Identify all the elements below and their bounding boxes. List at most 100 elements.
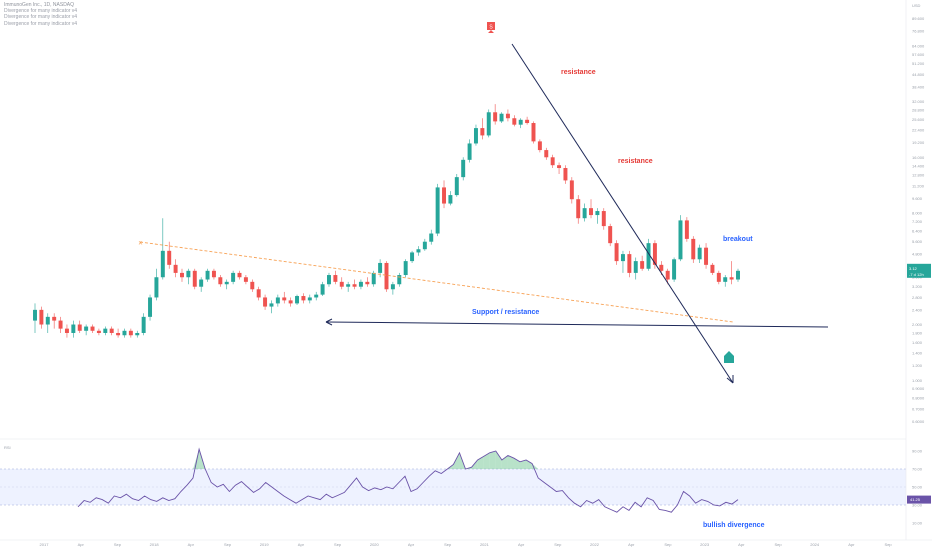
support-resistance-label: Support / resistance: [472, 309, 539, 316]
price-tick-label: 1.400: [912, 351, 923, 356]
candle-body: [448, 195, 453, 204]
dashed-trendline: [139, 241, 734, 323]
time-tick-label: Apr: [188, 542, 195, 547]
rsi-line: [77, 447, 739, 513]
price-tick-label: 8.000: [912, 211, 923, 216]
time-tick-label: 2019: [260, 542, 270, 547]
price-tick-label: 2.800: [912, 295, 923, 300]
candle-body: [684, 220, 689, 239]
rsi-tick-label: 30.00: [912, 503, 923, 508]
candle-body: [333, 275, 338, 282]
time-tick-label: Apr: [628, 542, 635, 547]
candle-body: [141, 316, 146, 333]
price-tick-label: 2.400: [912, 307, 923, 312]
candle-body: [729, 277, 734, 280]
price-tick-label: 38.400: [912, 84, 925, 89]
candle-body: [288, 300, 293, 304]
candle-body: [90, 326, 95, 331]
candle-body: [352, 284, 357, 287]
candle-body: [84, 326, 89, 331]
descending-arrowhead: [726, 375, 734, 384]
candle-body: [109, 328, 114, 333]
candle-body: [710, 264, 715, 273]
rsi-overbought-fill: [193, 449, 200, 469]
candle-body: [256, 289, 261, 298]
candle-body: [633, 261, 638, 273]
price-tick-label: 0.6000: [912, 419, 925, 424]
candle-body: [486, 112, 491, 136]
candle-body: [582, 208, 587, 219]
candle-body: [601, 211, 606, 227]
candle-body: [614, 243, 619, 262]
time-tick-label: Sep: [114, 542, 122, 547]
candle-body: [576, 199, 581, 219]
candle-body: [173, 264, 178, 273]
candle-body: [358, 281, 363, 287]
price-tick-label: 1.600: [912, 340, 923, 345]
legend-title: ImmunoGen Inc., 1D, NASDAQ: [4, 2, 75, 8]
candle-body: [665, 270, 670, 280]
candle-body: [199, 279, 204, 287]
candle-body: [211, 270, 216, 278]
candle-body: [116, 332, 121, 336]
breakout-label: breakout: [723, 236, 753, 243]
candle-body: [659, 264, 664, 271]
time-tick-label: Apr: [848, 542, 855, 547]
candle-body: [454, 177, 459, 196]
candle-body: [736, 270, 740, 280]
candle-body: [307, 297, 312, 301]
candle-body: [327, 275, 331, 285]
candle-body: [64, 328, 69, 333]
candle-body: [122, 330, 127, 336]
candle-body: [314, 294, 319, 298]
price-tick-label: 0.9000: [912, 386, 925, 391]
sell-signal-marker: [487, 22, 495, 33]
resistance-label-2: resistance: [618, 158, 653, 165]
price-tick-label: 19.200: [912, 140, 925, 145]
candle-body: [135, 332, 140, 336]
candle-body: [33, 309, 37, 321]
legend-indicator-1: Divergence for many indicator v4: [4, 8, 78, 15]
price-tick-label: 1.200: [912, 363, 923, 368]
time-tick-label: 2022: [590, 542, 600, 547]
price-tick-label: 44.800: [912, 72, 925, 77]
candle-body: [77, 324, 82, 331]
candle-body: [672, 259, 677, 280]
price-tick-label: 0.8000: [912, 396, 925, 401]
currency-label: USD: [912, 3, 921, 8]
rsi-label: RSI: [4, 445, 11, 450]
time-tick-label: Apr: [518, 542, 525, 547]
candle-body: [678, 220, 683, 260]
rsi-overbought-fill: [483, 452, 490, 469]
candle-body: [58, 320, 63, 329]
time-tick-label: Sep: [334, 542, 342, 547]
price-tick-label: 89.600: [912, 16, 925, 21]
time-tick-label: 2021: [480, 542, 490, 547]
rsi-overbought-fill: [495, 451, 502, 469]
candle-body: [282, 297, 287, 301]
candle-body: [435, 187, 440, 234]
dashed-trendline-anchor: ✕: [138, 241, 143, 247]
candle-body: [250, 281, 255, 290]
candle-body: [371, 272, 376, 285]
candle-body: [691, 238, 696, 260]
candle-body: [557, 165, 562, 169]
candle-body: [186, 270, 191, 278]
candle-body: [148, 297, 153, 317]
time-tick-label: Apr: [408, 542, 415, 547]
candle-body: [429, 233, 434, 242]
time-tick-label: Sep: [554, 542, 562, 547]
candle-body: [410, 252, 415, 262]
candle-body: [403, 261, 408, 276]
candle-body: [512, 118, 517, 125]
candle-body: [467, 143, 472, 160]
rsi-overbought-fill: [453, 452, 460, 469]
candle-body: [569, 180, 574, 200]
rsi-value-tag: [907, 495, 931, 504]
candle-body: [563, 168, 568, 181]
candle-body: [499, 113, 504, 122]
rsi-value-label: 41.25: [910, 497, 921, 502]
candle-body: [704, 247, 709, 265]
